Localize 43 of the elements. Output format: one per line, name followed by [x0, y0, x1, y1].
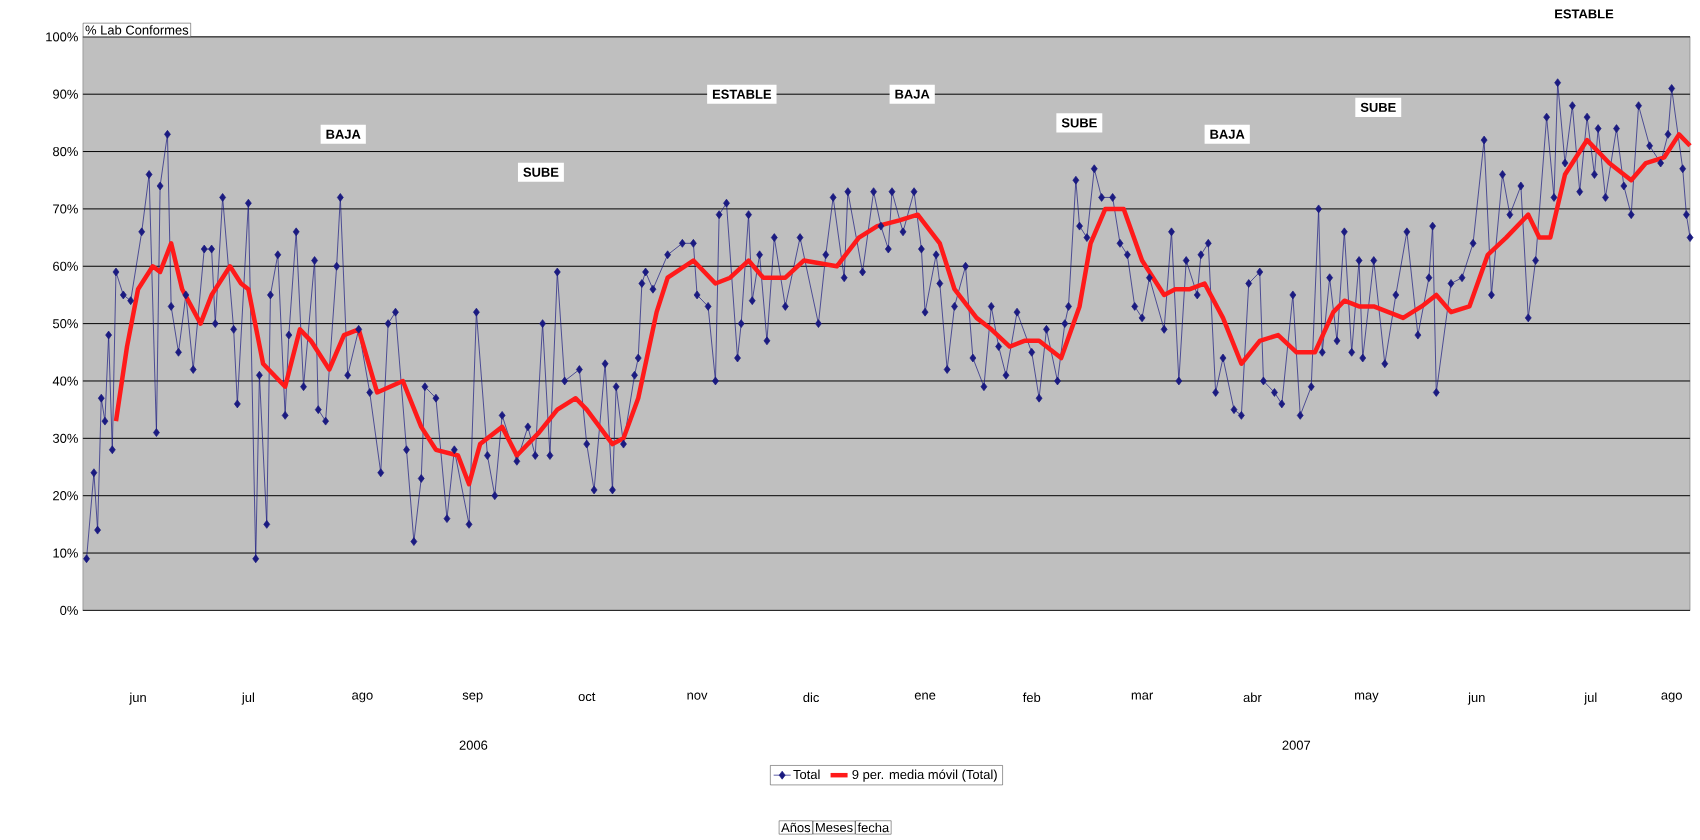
y-tick-label: 90% — [53, 89, 78, 99]
x-tick-label: ago — [1661, 692, 1682, 703]
x-tick-label: sep — [462, 692, 483, 703]
x-tick-label: nov — [687, 692, 708, 700]
text: Años — [781, 822, 811, 832]
y-tick-label: 20% — [53, 490, 78, 501]
text: Meses — [816, 822, 853, 832]
annotation: SUBE — [1360, 102, 1396, 112]
text: ESTABLE — [1555, 9, 1614, 19]
annotation: BAJA — [895, 89, 930, 99]
y-tick-label: 30% — [52, 433, 78, 443]
x-tick-label: ago — [352, 692, 373, 703]
y-axis-title: % Lab Conformes — [85, 24, 189, 35]
legend-label: 9 per. media móvil (Total) — [852, 769, 997, 782]
annotation: SUBE — [1061, 118, 1097, 128]
x-tick-label: ene — [914, 692, 936, 700]
x-tick-label: feb — [1022, 692, 1041, 702]
y-tick-label: 100% — [46, 32, 78, 42]
line-series — [113, 131, 1693, 487]
x-tick-label: jun — [129, 692, 146, 705]
annotation: BAJA — [1210, 129, 1245, 139]
y-tick-label: 60% — [53, 261, 78, 271]
x-tick-label: mar — [1131, 692, 1153, 700]
y-tick-label: 10% — [53, 548, 78, 558]
y-tick-label: 80% — [53, 146, 78, 156]
annotation: BAJA — [326, 129, 361, 139]
y-tick-label: 50% — [52, 318, 78, 328]
legend-label: Total — [793, 769, 820, 779]
x-tick-label: jul — [241, 692, 254, 705]
x-tick-label: jun — [1467, 692, 1485, 705]
annotation: ESTABLE — [712, 89, 772, 99]
x-tick-label: abr — [1243, 692, 1262, 702]
x-tick-label: may — [1355, 692, 1379, 703]
x-tick-label: oct — [578, 692, 596, 701]
x-tick-label: jul — [1583, 692, 1597, 705]
y-tick-label: 0% — [60, 605, 78, 615]
x-tick-label: dic — [803, 692, 820, 702]
text: 2007 — [1282, 740, 1311, 750]
text: fecha — [857, 822, 890, 833]
y-tick-label: 70% — [53, 204, 78, 214]
y-tick-label: 40% — [52, 376, 78, 386]
annotation: SUBE — [523, 167, 559, 177]
text: 2006 — [459, 740, 488, 750]
